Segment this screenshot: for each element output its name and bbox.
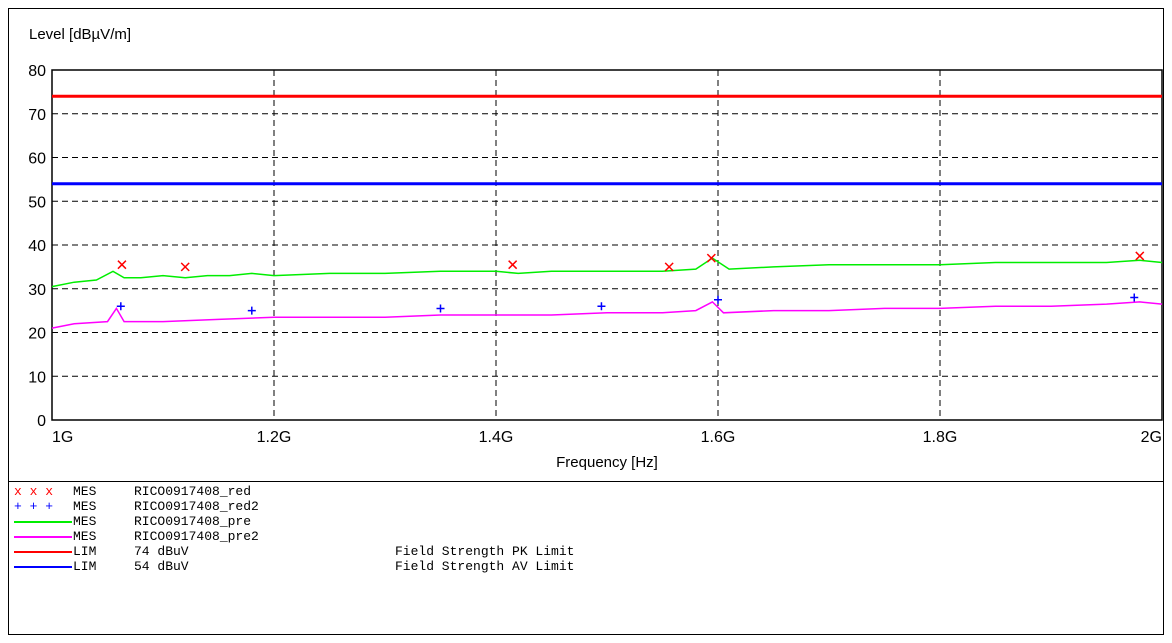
x-marker-point [508,260,518,270]
legend-name: RICO0917408_pre2 [134,529,259,544]
legend-symbol [14,529,72,544]
plus-marker-swatch: + + + [14,499,54,514]
plus-marker-point [714,295,722,304]
y-tick-label: 50 [28,194,46,211]
plus-marker-point [597,302,606,311]
x-marker-point [117,260,127,270]
y-tick-label: 10 [28,369,46,386]
chart-frame [8,8,1164,635]
legend-symbol: + + + [14,499,72,514]
legend-symbol [14,514,72,529]
series-line [51,300,1163,329]
x-marker-point [1135,251,1145,261]
plot-area [51,69,1163,421]
legend-symbol [14,559,72,574]
legend-kind: LIM [73,544,97,559]
y-tick-label: 60 [28,151,46,168]
x-tick-label: 2G [1141,429,1162,446]
y-tick-label: 30 [28,282,46,299]
y-tick-label: 70 [28,107,46,124]
legend-kind: MES [73,499,97,514]
series-line [51,257,1163,288]
legend-line-swatch [14,566,72,568]
legend-kind: MES [73,484,97,499]
x-tick-label: 1.6G [701,429,736,446]
legend-line-swatch [14,551,72,553]
x-marker-point [664,262,674,272]
y-tick-label: 0 [37,413,46,430]
legend-line-swatch [14,536,72,538]
x-marker-point [706,253,716,263]
legend-kind: MES [73,529,97,544]
plus-marker-point [1130,293,1139,302]
legend-kind: LIM [73,559,97,574]
y-tick-label: 80 [28,63,46,80]
x-tick-label: 1G [52,429,73,446]
legend-line-swatch [14,521,72,523]
y-tick-label: 20 [28,326,46,343]
emission-chart: 0 10 20 30 40 50 60 70 80 1G 1.2G 1.4G 1.6G 1.8G 2G Lev… [28,26,1163,471]
plus-marker-point [116,302,125,311]
y-tick-label: 40 [28,238,46,255]
x-marker-point [180,262,190,272]
plus-marker-point [436,304,445,313]
x-tick-label: 1.2G [257,429,292,446]
legend-name: 54 dBuV [134,559,189,574]
legend-name: 74 dBuV [134,544,189,559]
legend-name: RICO0917408_pre [134,514,252,529]
x-marker-swatch: x x x [14,484,54,499]
x-axis-label: Frequency [Hz] [556,454,658,471]
x-tick-label: 1.4G [479,429,514,446]
legend-symbol [14,544,72,559]
legend-name: RICO0917408_red2 [134,499,259,514]
legend-name: RICO0917408_red [134,484,252,499]
legend-kind: MES [73,514,97,529]
legend-description: Field Strength PK Limit [395,544,575,559]
legend-description: Field Strength AV Limit [395,559,575,574]
plus-marker-point [247,306,256,315]
legend-symbol: x x x [14,484,72,499]
legend-divider [8,481,1164,482]
x-tick-label: 1.8G [923,429,958,446]
y-axis-label: Level [dBµV/m] [29,26,131,43]
